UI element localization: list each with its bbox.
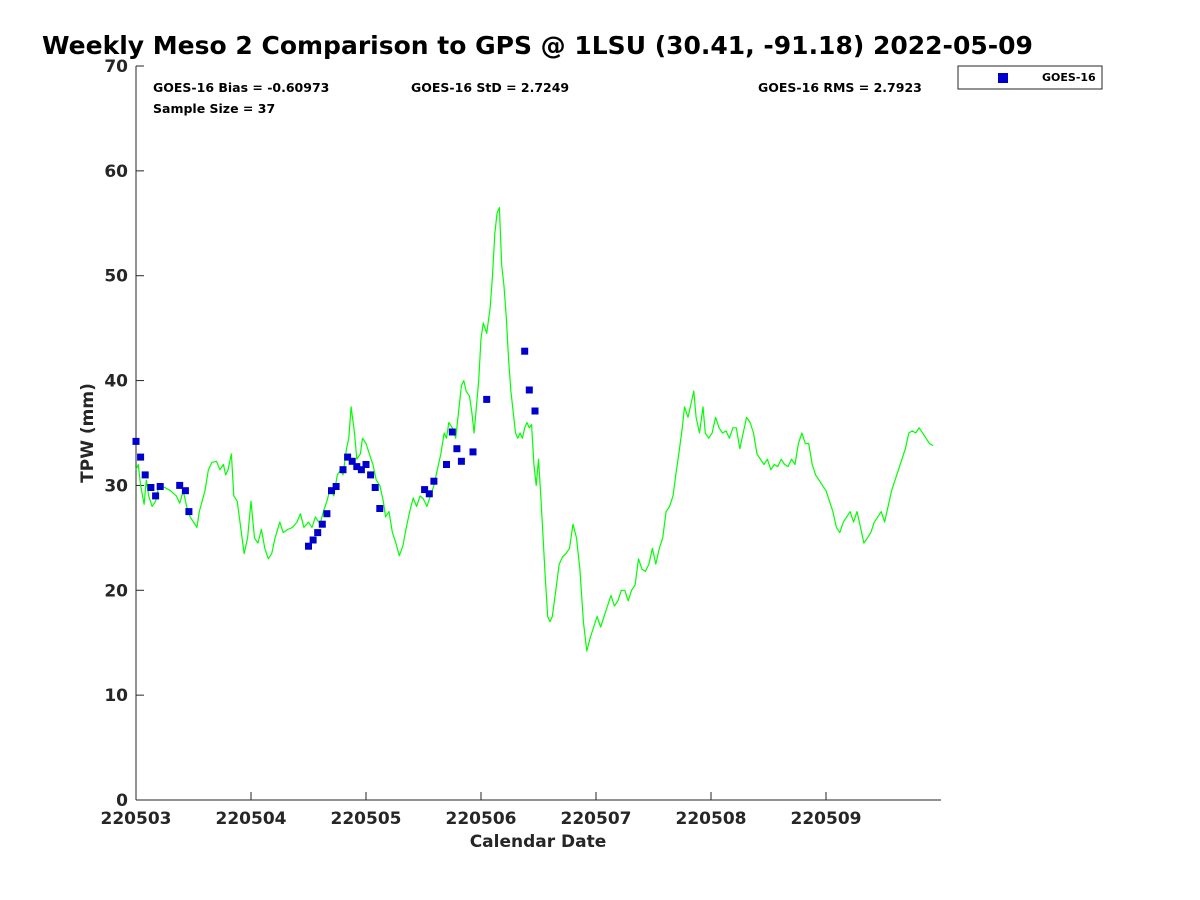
goes16-point — [483, 395, 491, 403]
goes16-point — [137, 453, 145, 461]
gps-tpw-line — [135, 207, 934, 652]
y-tick-label: 20 — [104, 581, 128, 601]
legend-box — [957, 65, 1103, 90]
goes16-point — [348, 457, 356, 465]
x-tick-label: 220506 — [446, 809, 517, 829]
x-tick-label: 220505 — [331, 809, 402, 829]
goes16-point — [531, 407, 539, 415]
goes16-point — [332, 483, 340, 490]
gps-line-series — [135, 207, 934, 652]
goes16-point — [362, 461, 370, 468]
std-stat: GOES-16 StD = 2.7249 — [411, 80, 569, 95]
goes16-point — [318, 520, 326, 528]
y-tick-label: 60 — [104, 162, 128, 182]
goes16-point — [156, 483, 164, 490]
goes16-point — [425, 490, 433, 498]
goes16-point — [443, 461, 450, 468]
goes16-point — [305, 542, 312, 550]
goes16-point — [152, 492, 160, 500]
y-tick-label: 70 — [104, 57, 128, 77]
goes16-point — [181, 487, 189, 495]
goes16-point — [469, 448, 477, 456]
x-tick-label: 220503 — [101, 809, 172, 829]
goes16-point — [353, 463, 361, 471]
goes16-point — [314, 529, 322, 537]
goes16-point — [141, 471, 149, 479]
goes16-point — [367, 471, 375, 479]
x-axis-label: Calendar Date — [470, 832, 607, 852]
y-tick-label: 10 — [104, 686, 128, 706]
y-tick-label: 30 — [104, 476, 128, 496]
legend-label-goes16: GOES-16 — [1042, 71, 1096, 84]
goes16-point — [371, 484, 379, 491]
x-tick-label: 220509 — [791, 809, 862, 829]
goes16-point — [176, 481, 184, 489]
goes16-point — [421, 486, 429, 494]
goes16-point — [525, 386, 533, 394]
goes16-point — [376, 505, 384, 512]
goes16-point — [344, 453, 352, 461]
goes16-point — [309, 536, 317, 544]
y-tick-label: 0 — [116, 791, 128, 811]
goes16-point — [453, 445, 461, 453]
y-tick-label: 40 — [104, 372, 128, 392]
goes16-point — [328, 487, 335, 495]
legend-marker — [998, 73, 1008, 83]
y-axis-label: TPW (mm) — [78, 383, 98, 483]
goes16-point — [147, 484, 155, 491]
sample-size-stat: Sample Size = 37 — [153, 101, 275, 116]
goes16-point — [457, 457, 465, 465]
goes16-point — [323, 510, 331, 518]
x-tick-label: 220508 — [676, 809, 747, 829]
legend: GOES-16 — [957, 65, 1103, 90]
x-tick-label: 220504 — [216, 809, 287, 829]
goes16-point — [430, 477, 438, 485]
x-tick-label: 220507 — [561, 809, 632, 829]
goes16-point — [521, 347, 529, 355]
chart-title: Weekly Meso 2 Comparison to GPS @ 1LSU (… — [42, 31, 1033, 60]
goes16-marker-series — [132, 347, 539, 550]
bias-stat: GOES-16 Bias = -0.60973 — [153, 80, 329, 95]
plot-axes: 0 10 20 30 40 50 60 70 220503 220504 220505 220506 2… — [101, 57, 941, 829]
goes16-point — [339, 466, 347, 474]
rms-stat: GOES-16 RMS = 2.7923 — [758, 80, 922, 95]
goes16-point — [357, 466, 365, 474]
goes16-point — [448, 428, 456, 436]
y-tick-label: 50 — [104, 267, 128, 287]
goes16-point — [132, 437, 140, 445]
goes16-point — [185, 508, 193, 516]
